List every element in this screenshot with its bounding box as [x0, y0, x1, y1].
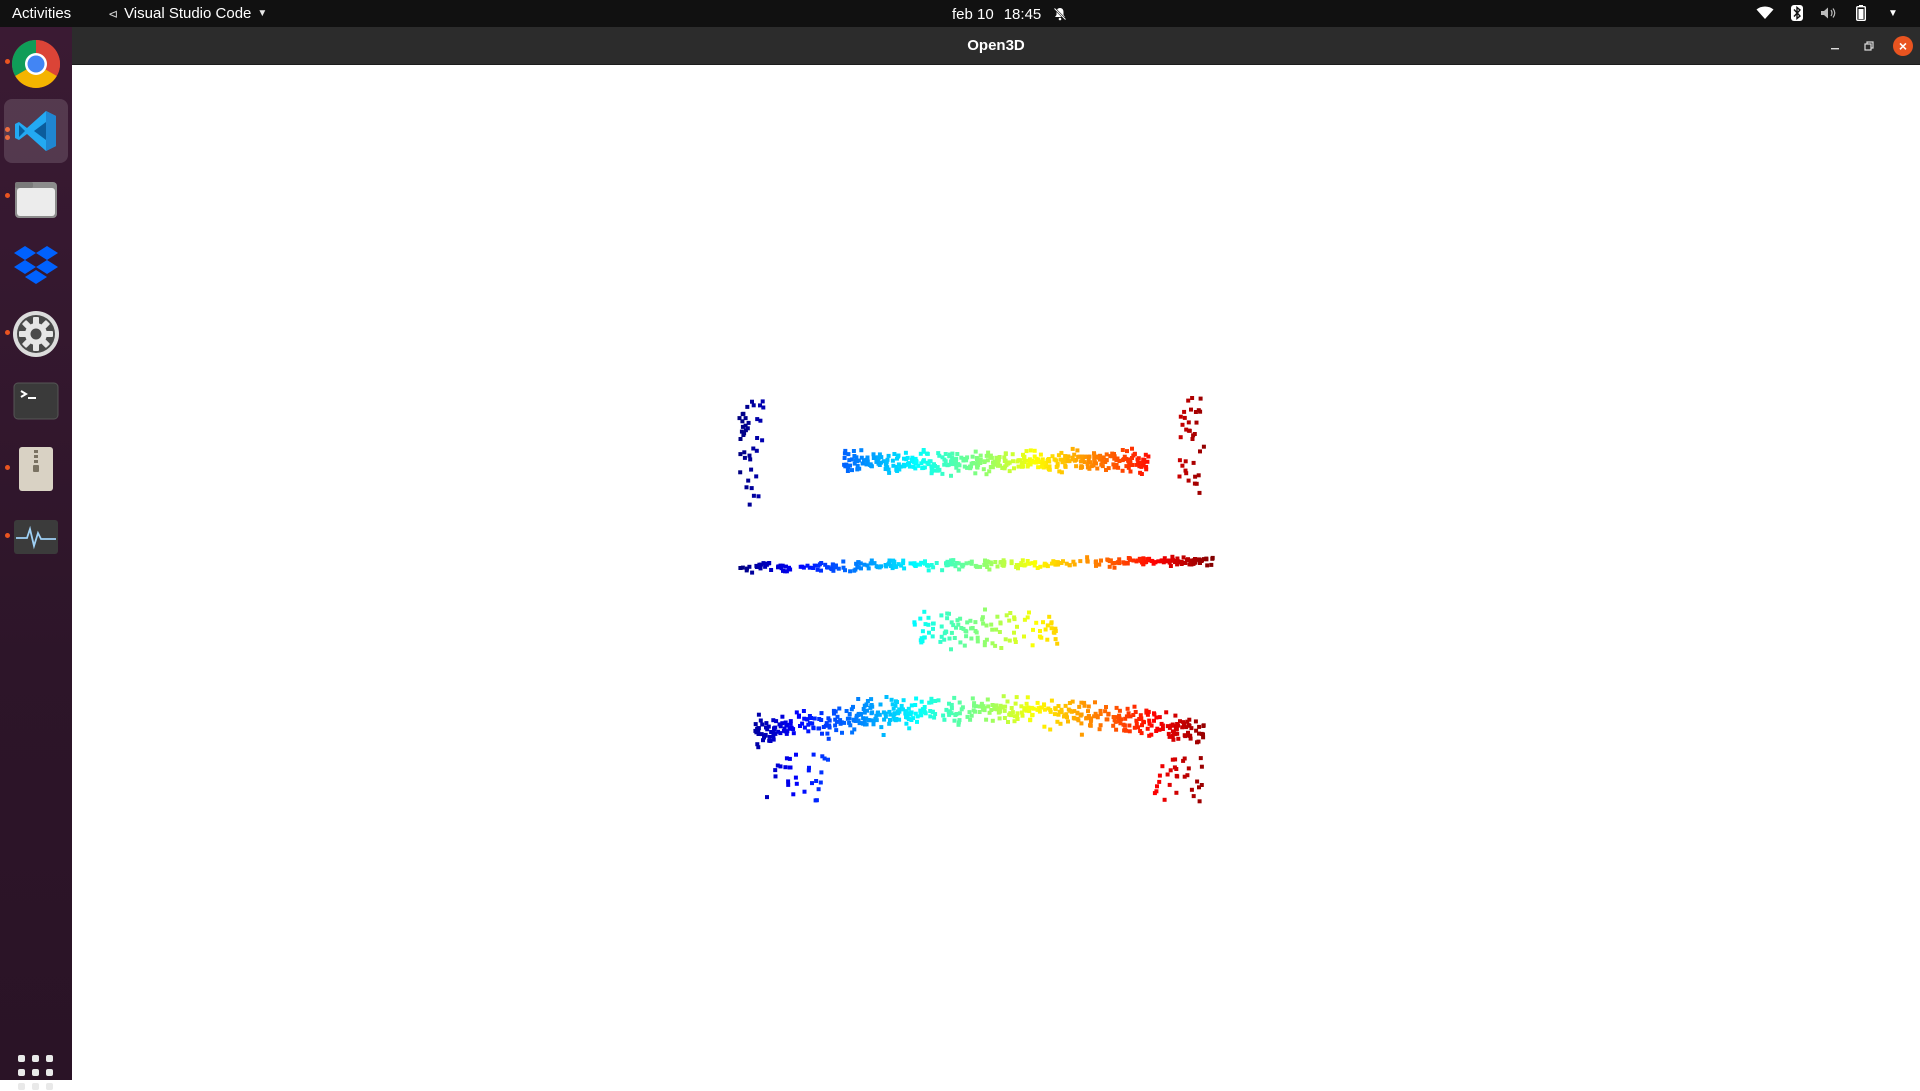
activities-button[interactable]: Activities	[12, 5, 72, 22]
clock-time: 18:45	[1003, 5, 1042, 23]
point-cloud[interactable]	[72, 65, 1920, 1080]
running-indicator	[5, 330, 10, 335]
bluetooth-icon	[1788, 4, 1806, 22]
settings-gear-icon	[13, 311, 59, 357]
running-indicator	[5, 59, 10, 64]
clock-date: feb 10	[952, 5, 994, 23]
vscode-small-icon: ⊲	[108, 6, 119, 21]
dock-item-chrome[interactable]	[4, 32, 68, 96]
restore-icon[interactable]	[1859, 36, 1879, 56]
show-applications-icon[interactable]	[18, 1055, 54, 1091]
title-bar[interactable]: Open3D ×	[72, 27, 1920, 65]
archive-icon	[19, 447, 53, 491]
app-menu[interactable]: ⊲ Visual Studio Code ▼	[108, 5, 267, 22]
system-monitor-icon	[14, 520, 58, 554]
running-indicator	[5, 193, 10, 198]
close-icon[interactable]: ×	[1893, 36, 1913, 56]
minimize-icon[interactable]	[1825, 36, 1845, 56]
clock[interactable]: feb 10 18:45	[952, 5, 1069, 23]
vscode-icon	[15, 111, 56, 151]
wifi-icon	[1756, 4, 1774, 22]
dropbox-icon	[14, 246, 58, 284]
notifications-muted-icon	[1051, 5, 1069, 23]
chrome-icon	[11, 39, 61, 89]
top-bar: Activities ⊲ Visual Studio Code ▼ feb 10…	[0, 0, 1920, 27]
dock-item-files[interactable]	[4, 167, 68, 231]
battery-icon	[1852, 4, 1870, 22]
running-indicator	[5, 127, 10, 132]
dock-item-archive-manager[interactable]	[4, 437, 68, 501]
system-tray[interactable]: ▼	[1756, 4, 1902, 22]
running-indicator	[5, 533, 10, 538]
open3d-viewport[interactable]	[72, 65, 1920, 1080]
dock-item-vscode[interactable]	[4, 99, 68, 163]
chevron-down-icon: ▼	[257, 8, 268, 19]
system-menu-caret-icon: ▼	[1888, 7, 1898, 19]
files-icon	[15, 182, 57, 218]
dock-item-terminal[interactable]	[4, 369, 68, 433]
dock-item-dropbox[interactable]	[4, 234, 68, 298]
dock	[0, 27, 72, 1090]
terminal-icon	[13, 382, 59, 420]
volume-muted-icon	[1820, 4, 1838, 22]
running-indicator	[5, 135, 10, 140]
open3d-window: Open3D ×	[72, 27, 1920, 1080]
window-title: Open3D	[967, 37, 1025, 54]
running-indicator	[5, 465, 10, 470]
app-menu-label: Visual Studio Code	[124, 5, 252, 22]
dock-item-settings[interactable]	[4, 302, 68, 366]
dock-item-system-monitor[interactable]	[4, 505, 68, 569]
